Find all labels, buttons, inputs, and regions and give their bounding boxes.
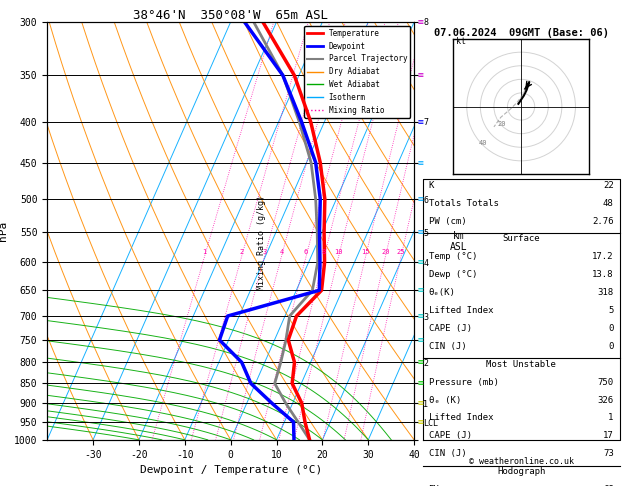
Text: Hodograph: Hodograph <box>497 468 545 476</box>
Text: CAPE (J): CAPE (J) <box>428 432 472 440</box>
Text: ≡: ≡ <box>417 285 423 295</box>
Text: 5: 5 <box>608 306 614 314</box>
Title: 38°46'N  350°08'W  65m ASL: 38°46'N 350°08'W 65m ASL <box>133 9 328 22</box>
Text: 15: 15 <box>361 249 370 255</box>
Text: 4: 4 <box>279 249 284 255</box>
Text: Lifted Index: Lifted Index <box>428 414 493 422</box>
Text: 6: 6 <box>304 249 308 255</box>
Text: 1: 1 <box>203 249 206 255</box>
Text: ≡: ≡ <box>417 398 423 408</box>
Text: ≡: ≡ <box>417 70 423 80</box>
Text: 1: 1 <box>608 414 614 422</box>
Text: © weatheronline.co.uk: © weatheronline.co.uk <box>469 456 574 466</box>
Text: 10: 10 <box>334 249 343 255</box>
Text: 0: 0 <box>608 324 614 332</box>
Text: 318: 318 <box>598 288 614 296</box>
Text: ≡: ≡ <box>417 17 423 27</box>
Text: 8: 8 <box>322 249 326 255</box>
Text: 2: 2 <box>240 249 243 255</box>
Text: ≡: ≡ <box>417 117 423 127</box>
Text: 2.76: 2.76 <box>592 217 614 226</box>
Text: Totals Totals: Totals Totals <box>428 199 498 208</box>
Text: Surface: Surface <box>503 234 540 243</box>
Y-axis label: km
ASL: km ASL <box>450 231 468 252</box>
Text: CIN (J): CIN (J) <box>428 342 466 350</box>
Text: 13.8: 13.8 <box>592 270 614 278</box>
Text: ≡: ≡ <box>417 335 423 345</box>
Y-axis label: hPa: hPa <box>0 221 8 241</box>
Text: CIN (J): CIN (J) <box>428 450 466 458</box>
Text: ≡: ≡ <box>417 227 423 237</box>
Text: Mixing Ratio (g/kg): Mixing Ratio (g/kg) <box>257 195 265 291</box>
Text: K: K <box>428 181 434 190</box>
Text: θₑ (K): θₑ (K) <box>428 396 461 404</box>
Text: ≡: ≡ <box>417 379 423 388</box>
Text: 22: 22 <box>603 181 614 190</box>
Text: 48: 48 <box>603 199 614 208</box>
Text: ≡: ≡ <box>417 258 423 267</box>
Text: 73: 73 <box>603 450 614 458</box>
Text: 3: 3 <box>262 249 267 255</box>
Text: ≡: ≡ <box>417 357 423 367</box>
Legend: Temperature, Dewpoint, Parcel Trajectory, Dry Adiabat, Wet Adiabat, Isotherm, Mi: Temperature, Dewpoint, Parcel Trajectory… <box>304 26 410 118</box>
Text: 25: 25 <box>397 249 405 255</box>
Text: Most Unstable: Most Unstable <box>486 360 556 368</box>
Text: 0: 0 <box>608 342 614 350</box>
Text: ≡: ≡ <box>417 157 423 168</box>
Text: 17: 17 <box>603 432 614 440</box>
Text: 750: 750 <box>598 378 614 386</box>
X-axis label: Dewpoint / Temperature (°C): Dewpoint / Temperature (°C) <box>140 465 322 475</box>
Text: Temp (°C): Temp (°C) <box>428 252 477 261</box>
Text: CAPE (J): CAPE (J) <box>428 324 472 332</box>
Text: 20: 20 <box>381 249 389 255</box>
Text: ≡: ≡ <box>417 311 423 321</box>
Text: Pressure (mb): Pressure (mb) <box>428 378 498 386</box>
Text: PW (cm): PW (cm) <box>428 217 466 226</box>
Text: ≡: ≡ <box>417 417 423 427</box>
Text: 326: 326 <box>598 396 614 404</box>
Text: θₑ(K): θₑ(K) <box>428 288 455 296</box>
Text: 17.2: 17.2 <box>592 252 614 261</box>
Text: 07.06.2024  09GMT (Base: 06): 07.06.2024 09GMT (Base: 06) <box>433 28 609 38</box>
Text: ≡: ≡ <box>417 194 423 204</box>
Text: Lifted Index: Lifted Index <box>428 306 493 314</box>
Text: Dewp (°C): Dewp (°C) <box>428 270 477 278</box>
